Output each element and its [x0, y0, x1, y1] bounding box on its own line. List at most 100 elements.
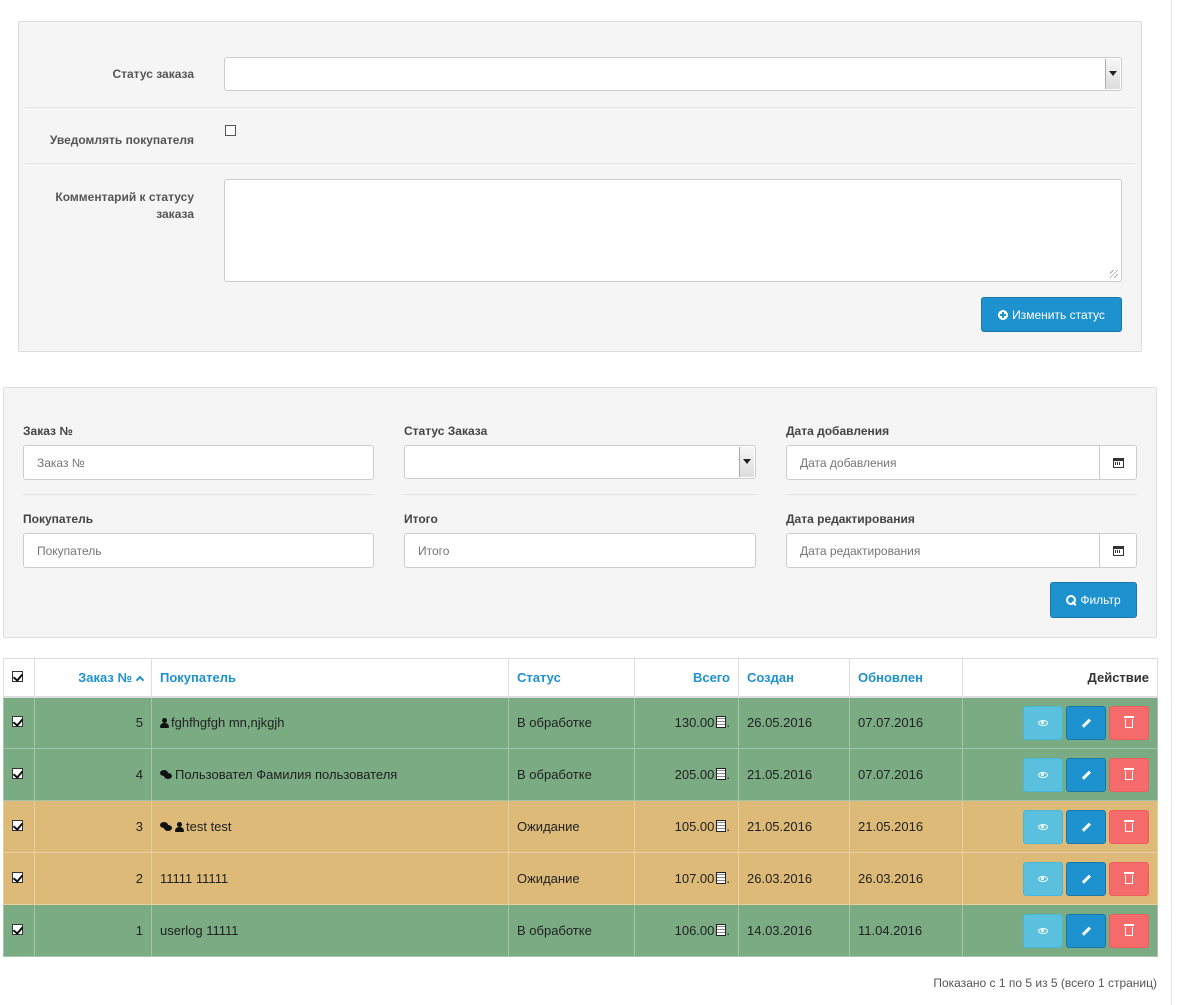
eye-icon	[1038, 823, 1048, 830]
created-cell: 26.03.2016	[738, 852, 850, 905]
column-header-order-no[interactable]: Заказ №	[34, 658, 152, 698]
search-icon	[1066, 595, 1077, 605]
filter-status-select[interactable]	[404, 445, 756, 479]
change-status-button[interactable]: Изменить статус	[981, 297, 1122, 332]
table-row: 1 userlog 11111 В обработке 106.00. 14.0…	[3, 904, 1158, 957]
column-header-status[interactable]: Статус	[508, 658, 635, 698]
select-all-checkbox[interactable]	[12, 670, 23, 682]
created-cell: 14.03.2016	[738, 904, 850, 957]
filter-order-no-input[interactable]	[23, 445, 374, 480]
customer-cell: Пользовател Фамилия пользователя	[151, 748, 509, 801]
table-row: 4 Пользовател Фамилия пользователя В обр…	[3, 748, 1158, 801]
trash-icon	[1124, 924, 1134, 936]
table-row: 3 test test Ожидание 105.00. 21.05.2016 …	[3, 800, 1158, 853]
order-status-select[interactable]	[224, 57, 1122, 91]
date-modified-calendar-button[interactable]	[1099, 533, 1137, 568]
change-status-button-label: Изменить статус	[1012, 307, 1105, 322]
edit-order-button[interactable]	[1066, 705, 1106, 740]
view-order-button[interactable]	[1023, 809, 1063, 844]
customer-cell: test test	[151, 800, 509, 853]
updated-cell: 21.05.2016	[849, 800, 963, 853]
currency-symbol-icon	[716, 924, 727, 936]
view-order-button[interactable]	[1023, 861, 1063, 896]
customer-cell: userlog 11111	[151, 904, 509, 957]
edit-order-button[interactable]	[1066, 913, 1106, 948]
edit-order-button[interactable]	[1066, 861, 1106, 896]
table-row: 5 fghfhgfgh mn,njkgjh В обработке 130.00…	[3, 696, 1158, 749]
order-no-cell: 2	[34, 852, 152, 905]
created-cell: 26.05.2016	[738, 696, 850, 749]
filter-button[interactable]: Фильтр	[1050, 582, 1137, 618]
delete-order-button[interactable]	[1109, 809, 1149, 844]
column-header-updated[interactable]: Обновлен	[849, 658, 963, 698]
view-order-button[interactable]	[1023, 705, 1063, 740]
eye-icon	[1038, 771, 1048, 778]
filter-total-input[interactable]	[404, 533, 756, 568]
date-added-calendar-button[interactable]	[1099, 445, 1137, 480]
total-cell: 205.00.	[634, 748, 739, 801]
row-checkbox[interactable]	[12, 820, 23, 831]
delete-order-button[interactable]	[1109, 861, 1149, 896]
filter-customer-label: Покупатель	[23, 512, 94, 526]
column-header-customer[interactable]: Покупатель	[151, 658, 509, 698]
trash-icon	[1124, 716, 1134, 729]
currency-symbol-icon	[716, 872, 727, 884]
view-order-button[interactable]	[1023, 757, 1063, 792]
row-checkbox[interactable]	[12, 768, 23, 779]
delete-order-button[interactable]	[1109, 913, 1149, 948]
trash-icon	[1124, 768, 1134, 780]
order-no-cell: 1	[34, 904, 152, 957]
eye-icon	[1038, 927, 1048, 934]
pencil-icon	[1081, 874, 1091, 883]
row-checkbox[interactable]	[12, 872, 23, 883]
status-comment-label: Комментарий к статусу заказа	[55, 190, 194, 221]
user-icon	[160, 718, 169, 729]
status-cell: Ожидание	[508, 800, 635, 853]
currency-symbol-icon	[716, 768, 727, 780]
order-no-cell: 3	[34, 800, 152, 853]
created-cell: 21.05.2016	[738, 800, 850, 853]
filter-divider	[23, 494, 374, 495]
plus-circle-icon	[998, 309, 1009, 320]
currency-symbol-icon	[716, 716, 727, 729]
order-status-label: Статус заказа	[112, 67, 194, 81]
customer-cell: fghfhgfgh mn,njkgjh	[151, 696, 509, 749]
row-select-cell	[3, 852, 35, 905]
filter-date-added-input[interactable]	[786, 445, 1100, 480]
select-all-cell	[3, 658, 35, 698]
column-header-created[interactable]: Создан	[738, 658, 850, 698]
actions-cell	[962, 800, 1158, 853]
row-checkbox[interactable]	[12, 924, 23, 935]
chevron-down-icon[interactable]	[1105, 59, 1120, 89]
delete-order-button[interactable]	[1109, 757, 1149, 792]
pencil-icon	[1081, 822, 1091, 831]
row-select-cell	[3, 748, 35, 801]
chevron-down-icon[interactable]	[739, 447, 754, 477]
status-comment-textarea[interactable]	[224, 179, 1122, 282]
user-icon	[175, 822, 184, 832]
table-header-row: Заказ № Покупатель Статус Всего Создан О…	[3, 658, 1158, 698]
resize-grip-icon[interactable]	[1110, 270, 1118, 278]
row-select-cell	[3, 904, 35, 957]
actions-cell	[962, 748, 1158, 801]
row-checkbox[interactable]	[12, 716, 23, 728]
filter-divider	[786, 494, 1137, 495]
edit-order-button[interactable]	[1066, 809, 1106, 844]
calendar-icon	[1112, 545, 1124, 556]
row-select-cell	[3, 696, 35, 749]
orders-table: Заказ № Покупатель Статус Всего Создан О…	[3, 658, 1158, 957]
filter-customer-input[interactable]	[23, 533, 374, 568]
page-right-border	[1171, 0, 1172, 1005]
notify-customer-checkbox[interactable]	[225, 125, 236, 136]
trash-icon	[1124, 820, 1134, 832]
pencil-icon	[1081, 926, 1091, 935]
updated-cell: 07.07.2016	[849, 696, 963, 749]
comments-icon	[160, 770, 172, 779]
notify-customer-label: Уведомлять покупателя	[49, 133, 194, 147]
column-header-total[interactable]: Всего	[634, 658, 739, 698]
calendar-icon	[1112, 457, 1124, 468]
delete-order-button[interactable]	[1109, 705, 1149, 740]
edit-order-button[interactable]	[1066, 757, 1106, 792]
view-order-button[interactable]	[1023, 913, 1063, 948]
filter-date-modified-input[interactable]	[786, 533, 1100, 568]
